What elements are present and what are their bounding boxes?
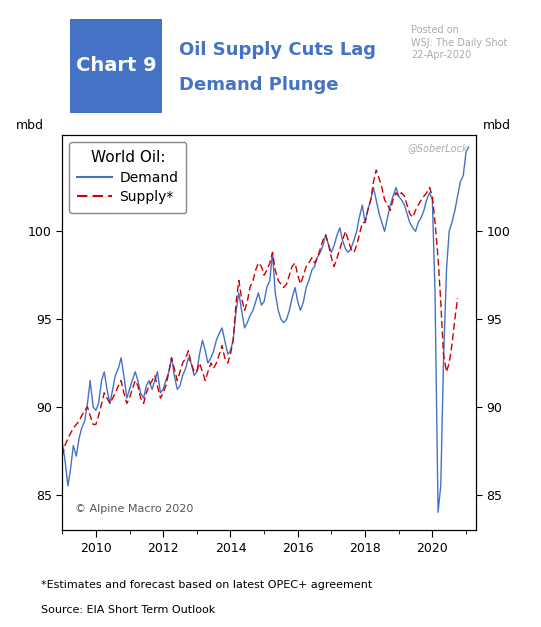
Legend: Demand, Supply*: Demand, Supply* — [69, 142, 187, 213]
Text: WSJ: The Daily Shot: WSJ: The Daily Shot — [411, 38, 507, 48]
Text: mbd: mbd — [483, 119, 511, 132]
Text: @SoberLock: @SoberLock — [407, 143, 468, 153]
Text: Chart 9: Chart 9 — [76, 56, 157, 75]
Text: Oil Supply Cuts Lag: Oil Supply Cuts Lag — [179, 41, 375, 59]
Text: Demand Plunge: Demand Plunge — [179, 76, 338, 93]
Text: *Estimates and forecast based on latest OPEC+ agreement: *Estimates and forecast based on latest … — [41, 580, 372, 590]
Text: Posted on: Posted on — [411, 25, 459, 35]
Text: mbd: mbd — [16, 119, 44, 132]
Text: 22-Apr-2020: 22-Apr-2020 — [411, 50, 471, 60]
Text: © Alpine Macro 2020: © Alpine Macro 2020 — [75, 504, 193, 514]
Text: Source: EIA Short Term Outlook: Source: EIA Short Term Outlook — [41, 605, 215, 615]
